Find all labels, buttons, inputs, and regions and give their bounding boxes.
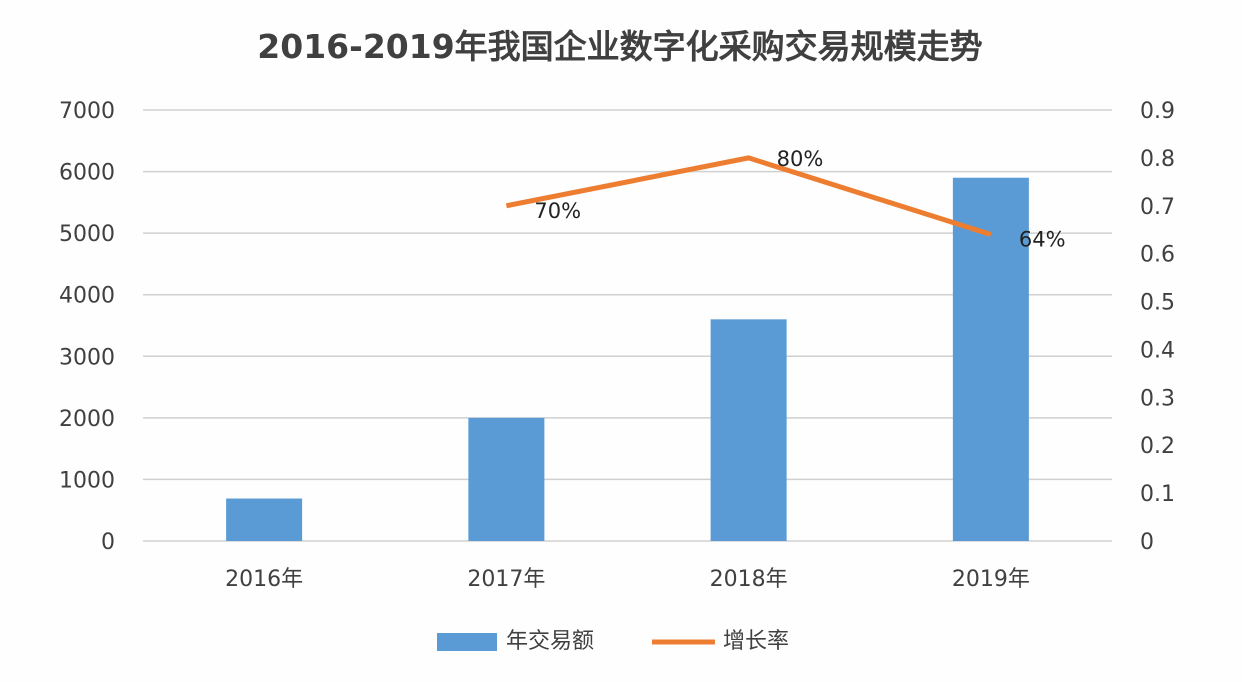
chart-title: 2016-2019年我国企业数字化采购交易规模走势 [257, 27, 982, 66]
y-left-tick-label: 6000 [59, 161, 115, 186]
legend-bar-swatch [437, 633, 497, 651]
x-tick-label: 2019年 [952, 567, 1030, 592]
x-tick-label: 2016年 [225, 567, 303, 592]
y-left-tick-label: 1000 [59, 468, 115, 493]
x-tick-label: 2017年 [467, 567, 545, 592]
data-label: 80% [777, 147, 824, 171]
bar [468, 417, 545, 541]
y-right-tick-label: 0.8 [1140, 147, 1175, 172]
legend-label: 增长率 [723, 629, 789, 654]
growth-line [505, 155, 992, 237]
x-tick-label: 2018年 [710, 567, 788, 592]
y-left-tick-label: 7000 [59, 99, 115, 124]
y-right-tick-label: 0.4 [1140, 338, 1175, 363]
data-label: 70% [534, 199, 581, 223]
bar [226, 498, 303, 541]
y-right-tick-label: 0.7 [1140, 195, 1175, 220]
y-left-tick-label: 4000 [59, 284, 115, 309]
y-right-tick-label: 0.6 [1140, 243, 1175, 268]
y-right-tick-label: 0.2 [1140, 434, 1175, 459]
y-right-tick-label: 0.3 [1140, 386, 1175, 411]
y-left-tick-label: 5000 [59, 222, 115, 247]
y-left-tick-label: 0 [101, 530, 115, 555]
y-right-tick-label: 0.1 [1140, 482, 1175, 507]
bar [952, 177, 1029, 541]
bar [710, 319, 787, 541]
legend-label: 年交易额 [506, 629, 594, 654]
data-label: 64% [1019, 228, 1066, 252]
y-right-tick-label: 0.5 [1140, 291, 1175, 316]
y-left-tick-label: 3000 [59, 345, 115, 370]
y-left-tick-label: 2000 [59, 407, 115, 432]
y-right-tick-label: 0 [1140, 530, 1154, 555]
y-right-tick-label: 0.9 [1140, 99, 1175, 124]
